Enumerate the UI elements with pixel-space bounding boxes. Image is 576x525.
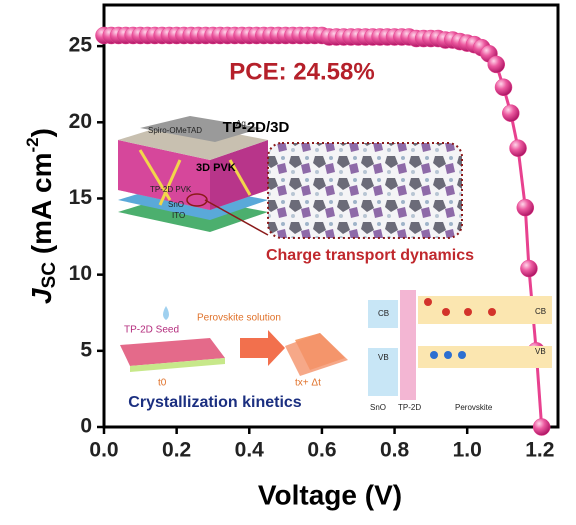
label: Perovskite solution [197,313,281,324]
y-label-sub: SC [39,262,60,289]
label: CB [378,309,389,318]
label: Spiro-OMeTAD [148,126,202,135]
y-tick-label: 10 [69,262,92,285]
x-tick-label: 1.2 [525,439,554,462]
label: ITO [172,211,185,220]
x-tick-label: 0.8 [380,439,410,462]
x-tick-label: 1.0 [453,439,482,462]
y-tick-label: 5 [80,338,92,361]
data-point [494,78,513,97]
x-tick-label: 0.6 [307,439,336,462]
label: CB [535,307,546,316]
data-point [509,139,527,157]
data-point [502,104,520,122]
data-point [532,418,551,436]
device-illustration: Spiro-OMeTAD Ag 3D PVK TP-2D PVK SnO ITO… [118,116,290,236]
y-tick-label: 15 [69,186,93,209]
label: TP-2D/3D [223,119,290,136]
x-tick-label: 0.0 [89,439,118,462]
annotation: Charge transport dynamics [266,247,474,264]
y-label-unit: (mA cm [26,153,57,262]
x-tick-label: 0.4 [235,439,265,462]
plot-frame [102,3,560,429]
label: tx+ Δt [295,378,321,389]
data-point [487,55,506,74]
y-tick-label: 25 [69,34,93,57]
label: SnO [168,200,184,209]
y-axis-label: JSC (mA cm-2) [23,128,60,304]
y-label-close: ) [26,128,57,137]
annotation: PCE: 24.58% [229,58,374,85]
y-tick-label: 0 [80,415,92,438]
data-point [520,259,538,278]
crystal-structure [267,142,463,239]
label: SnO [370,403,386,412]
label: Ag [236,119,246,128]
y-label-main: J [26,287,57,304]
crystallization-illustration: TP-2D Seed Perovskite solution t0 tx+ Δt… [120,306,348,411]
annotation: Crystallization kinetics [128,394,301,411]
label: TP-2D PVK [150,185,192,194]
label: 3D PVK [196,162,236,174]
x-axis-label: Voltage (V) [258,479,402,510]
y-label-sup: -2 [23,137,42,152]
label: VB [378,353,389,362]
band-diagram: CB VB CB VB SnO TP-2D Perovskite [368,290,552,412]
label: VB [535,347,546,356]
y-tick-label: 20 [69,110,92,133]
label: TP-2D Seed [124,325,179,336]
label: TP-2D [398,403,421,412]
x-tick-label: 0.2 [162,439,191,462]
label: t0 [158,378,167,389]
data-point [516,198,535,217]
label: Perovskite [455,403,493,412]
